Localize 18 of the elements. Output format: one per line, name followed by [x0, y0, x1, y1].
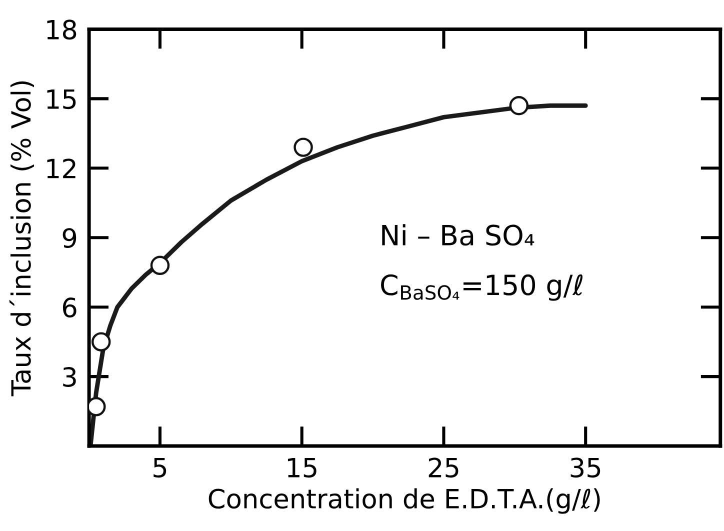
- y-tick-label: 12: [47, 158, 76, 178]
- y-tick-label: 18: [47, 20, 76, 40]
- y-tick-label: 9: [62, 228, 76, 248]
- x-axis-title: Concentration de E.D.T.A.(g/ℓ): [208, 488, 600, 514]
- x-tick-label: 35: [570, 458, 600, 478]
- y-tick-label: 3: [63, 367, 76, 387]
- point: [91, 332, 111, 352]
- x-tick-label: 15: [288, 458, 316, 478]
- annotation: Ni – Ba SO₄: [382, 224, 534, 246]
- x-tick-label: 5: [154, 458, 166, 478]
- y-axis-title: Taux d´inclusion (% Vol): [9, 81, 34, 396]
- x-tick-label: 25: [428, 458, 458, 478]
- point: [294, 138, 313, 157]
- point: [150, 256, 170, 276]
- annotation: C$_{BaSO₄}$=150 g/ℓ: [381, 274, 582, 301]
- y-tick-label: 15: [47, 89, 76, 110]
- y-tick-label: 6: [62, 298, 76, 318]
- point: [509, 96, 529, 116]
